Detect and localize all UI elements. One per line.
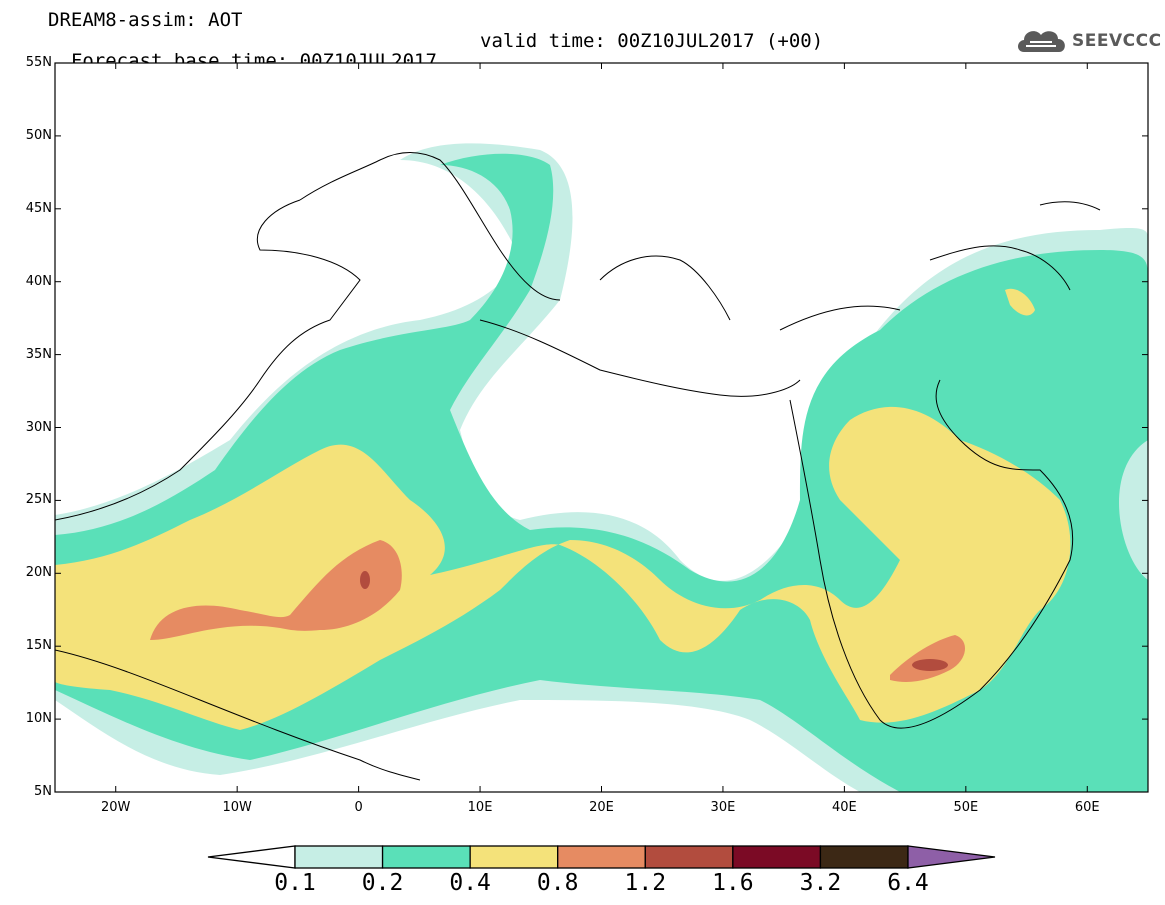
tick-marks xyxy=(55,62,1148,793)
colorbar-label: 0.8 xyxy=(536,870,579,896)
colorbar-label: 1.6 xyxy=(712,870,754,896)
aot-band-1.2-arabia xyxy=(912,659,948,671)
lat-tick-label: 20N xyxy=(25,565,52,581)
seevccc-logo: SEEVCCC xyxy=(1014,24,1161,58)
aot-band-1.2 xyxy=(360,571,370,589)
logo-text: SEEVCCC xyxy=(1072,31,1162,51)
coastlines xyxy=(55,152,1101,781)
lon-tick-label: 40E xyxy=(831,800,857,815)
colorbar-under-arrow xyxy=(207,845,296,869)
lon-tick-label: 60E xyxy=(1074,800,1100,815)
lon-tick-label: 50E xyxy=(953,800,979,815)
lat-tick-label: 40N xyxy=(25,273,52,289)
lon-tick-label: 0 xyxy=(354,800,363,815)
lat-tick-label: 15N xyxy=(25,638,52,654)
colorbar-box xyxy=(381,845,471,869)
lat-tick-label: 45N xyxy=(25,200,52,216)
colorbar-label: 0.1 xyxy=(274,870,316,896)
colorbar xyxy=(207,845,996,869)
colorbar-box xyxy=(819,845,909,869)
colorbar-label: 6.4 xyxy=(887,870,929,896)
aot-band-0.4 xyxy=(55,406,1071,730)
lat-tick-label: 25N xyxy=(25,492,52,508)
colorbar-over-arrow xyxy=(907,845,996,869)
colorbar-box xyxy=(644,845,734,869)
aot-band-0.8-iran xyxy=(1005,288,1035,316)
lon-tick-label: 10W xyxy=(222,800,252,815)
lat-tick-label: 35N xyxy=(25,346,52,362)
lat-tick-label: 30N xyxy=(25,419,52,435)
aot-contours xyxy=(55,143,1148,792)
lon-tick-label: 30E xyxy=(710,800,736,815)
colorbar-box xyxy=(557,845,646,869)
colorbar-label: 1.2 xyxy=(624,870,667,896)
aot-band-0.8 xyxy=(150,540,402,640)
colorbar-label: 3.2 xyxy=(799,870,842,896)
valid-time: valid time: 00Z10JUL2017 (+00) xyxy=(480,30,824,52)
colorbar-box xyxy=(294,845,384,869)
colorbar-label: 0.2 xyxy=(361,870,404,896)
colorbar-label: 0.4 xyxy=(449,870,491,896)
lat-tick-label: 55N xyxy=(25,55,52,70)
colorbar-box xyxy=(469,845,559,869)
lon-tick-label: 10E xyxy=(467,800,493,815)
colorbar-box xyxy=(732,845,822,869)
lat-tick-label: 50N xyxy=(25,127,52,143)
lat-tick-label: 10N xyxy=(25,711,52,727)
map-title: DREAM8-assim: AOT xyxy=(48,9,243,31)
cloud-icon xyxy=(1018,31,1065,52)
lon-tick-label: 20W xyxy=(101,800,131,815)
lat-tick-label: 5N xyxy=(34,784,52,799)
lon-tick-label: 20E xyxy=(589,800,614,815)
aot-band-0.8-arabia xyxy=(890,635,966,682)
